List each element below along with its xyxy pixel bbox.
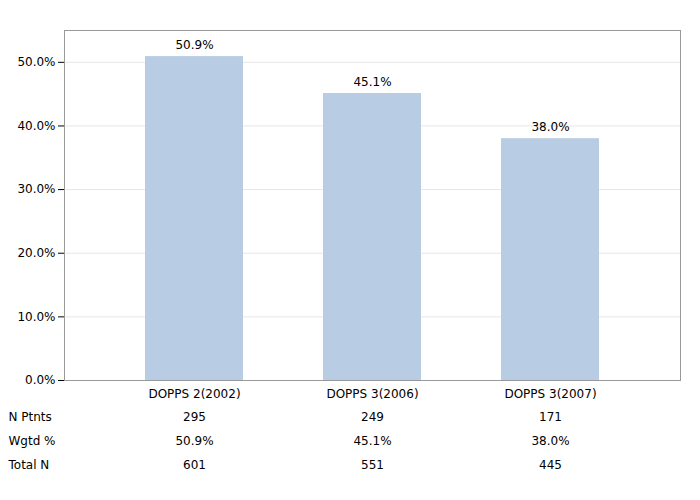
svg-text:295: 295 xyxy=(183,410,206,424)
svg-text:40.0%: 40.0% xyxy=(17,119,55,133)
svg-text:551: 551 xyxy=(361,458,384,472)
svg-text:DOPPS 3(2006): DOPPS 3(2006) xyxy=(326,387,418,401)
svg-text:20.0%: 20.0% xyxy=(17,246,55,260)
svg-text:601: 601 xyxy=(183,458,206,472)
svg-text:171: 171 xyxy=(539,410,562,424)
svg-text:30.0%: 30.0% xyxy=(17,182,55,196)
svg-text:249: 249 xyxy=(361,410,384,424)
svg-text:50.9%: 50.9% xyxy=(175,38,213,52)
svg-text:45.1%: 45.1% xyxy=(353,434,391,448)
svg-text:DOPPS 2(2002): DOPPS 2(2002) xyxy=(148,387,240,401)
svg-text:10.0%: 10.0% xyxy=(17,310,55,324)
svg-text:38.0%: 38.0% xyxy=(531,120,569,134)
svg-text:N Ptnts: N Ptnts xyxy=(9,410,52,424)
svg-text:50.0%: 50.0% xyxy=(17,55,55,69)
svg-text:38.0%: 38.0% xyxy=(531,434,569,448)
svg-text:50.9%: 50.9% xyxy=(175,434,213,448)
svg-text:0.0%: 0.0% xyxy=(25,373,56,387)
svg-text:45.1%: 45.1% xyxy=(353,75,391,89)
svg-text:DOPPS 3(2007): DOPPS 3(2007) xyxy=(504,387,596,401)
svg-text:Total N: Total N xyxy=(8,458,50,472)
svg-text:Wgtd %: Wgtd % xyxy=(9,434,56,448)
svg-text:445: 445 xyxy=(539,458,562,472)
